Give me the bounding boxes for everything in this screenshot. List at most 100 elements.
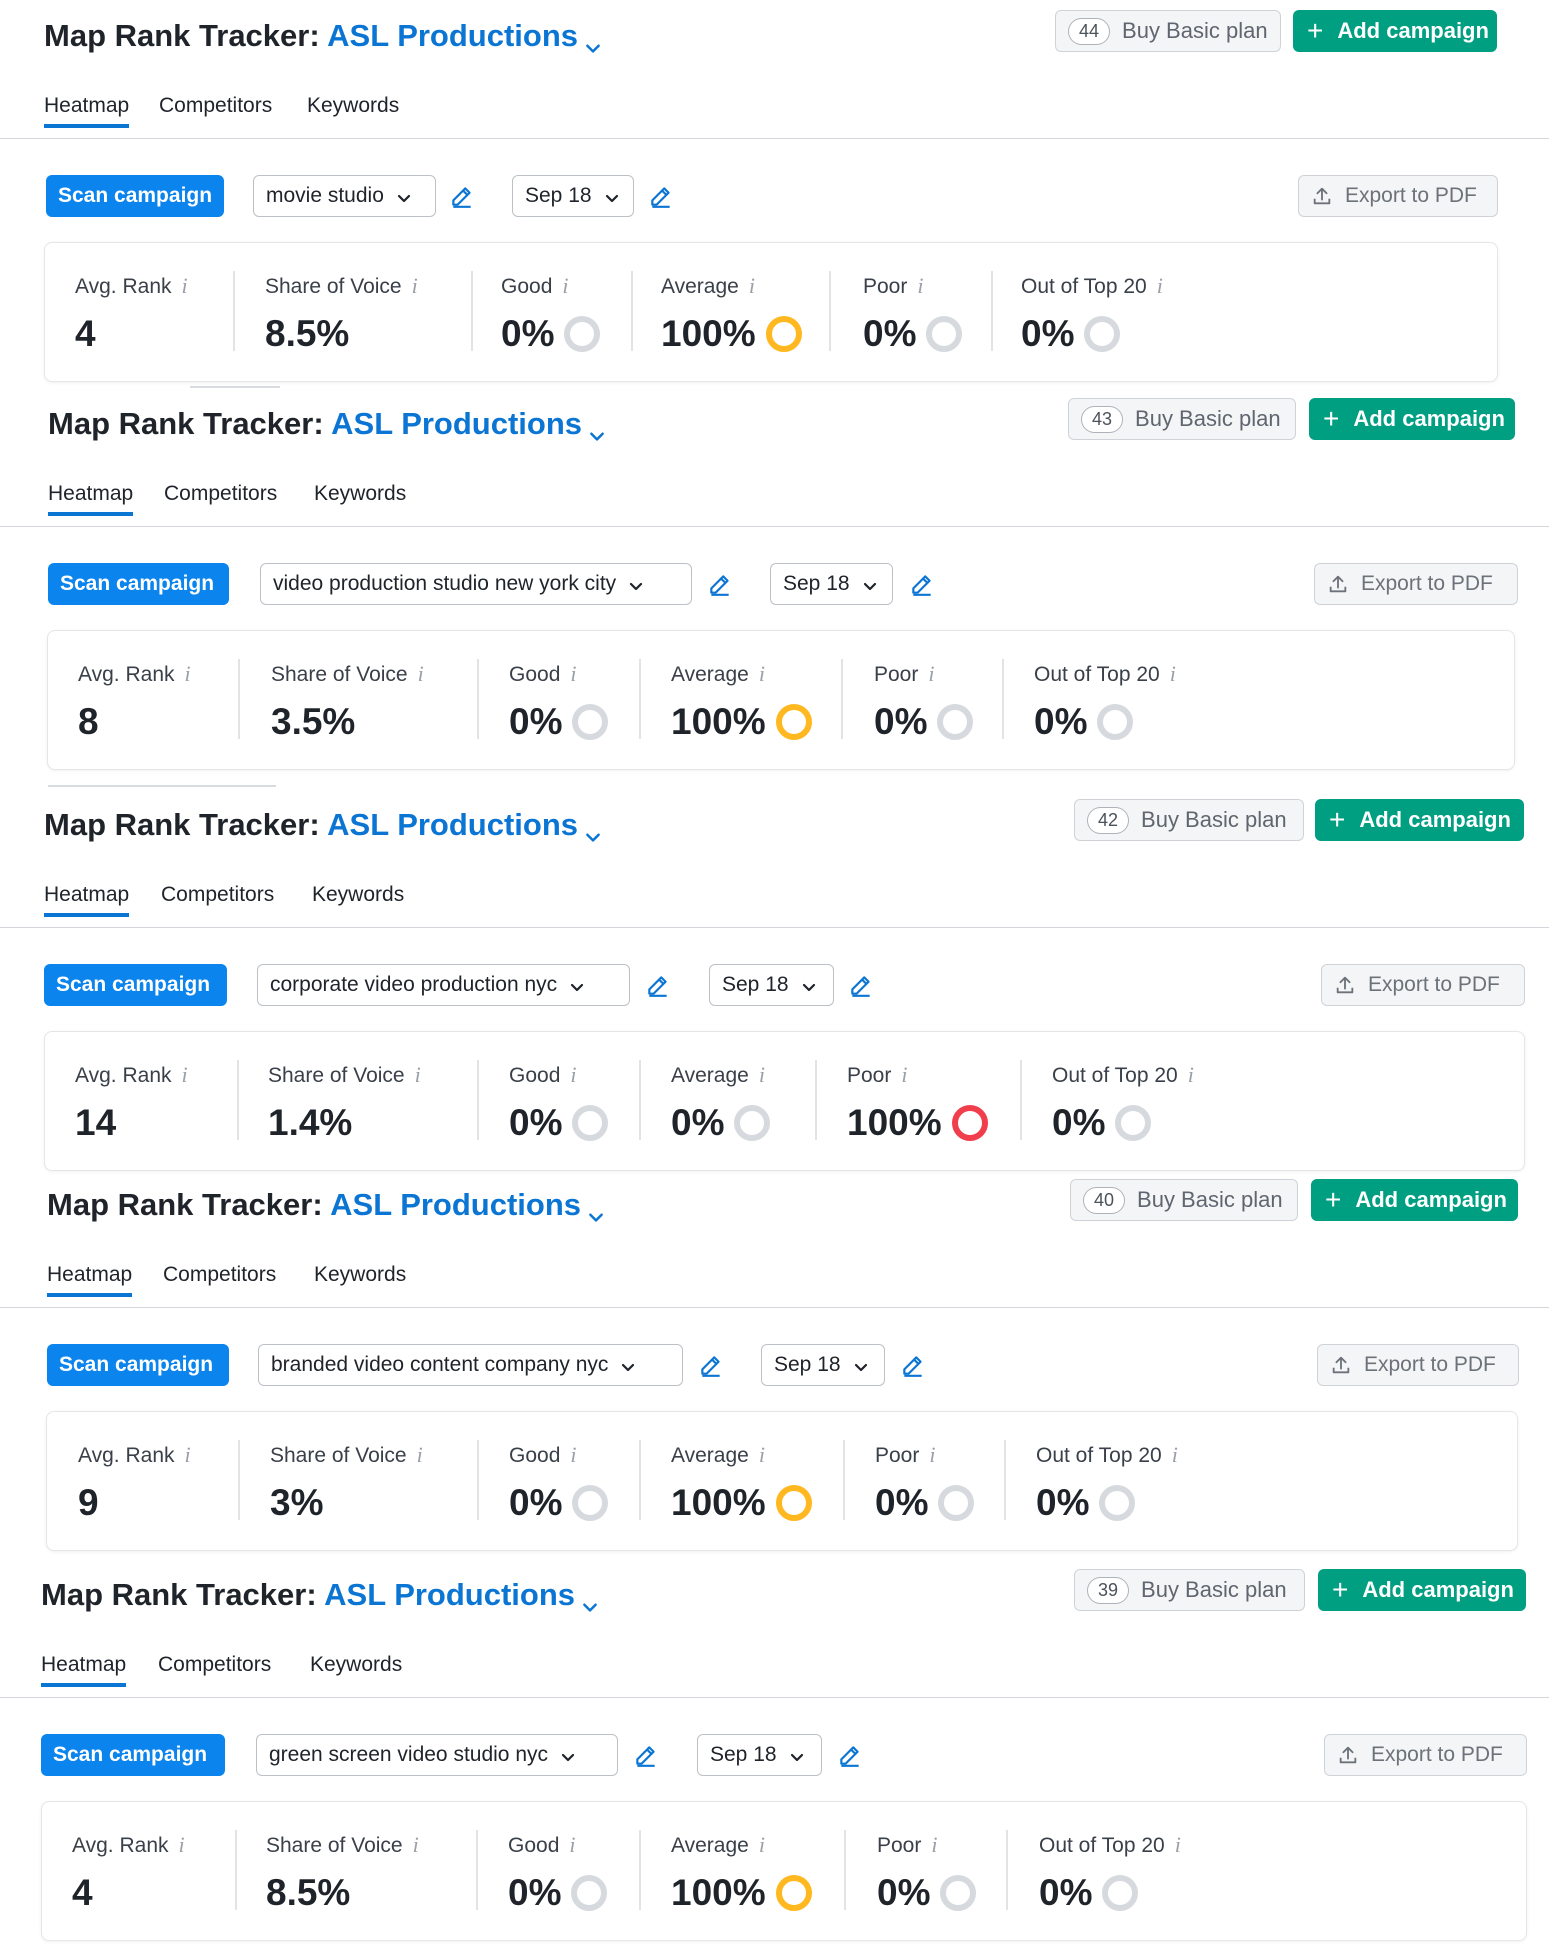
tab-competitors[interactable]: Competitors xyxy=(163,1263,277,1286)
date-select[interactable]: Sep 18 xyxy=(697,1734,822,1776)
info-icon[interactable]: i xyxy=(562,273,569,298)
tab-competitors[interactable]: Competitors xyxy=(158,1653,272,1676)
scan-campaign-button[interactable]: Scan campaign xyxy=(44,964,227,1006)
project-selector[interactable]: ASL Productions xyxy=(327,18,602,53)
scan-campaign-button[interactable]: Scan campaign xyxy=(47,1344,229,1386)
info-icon[interactable]: i xyxy=(928,661,935,686)
upload-icon xyxy=(1327,573,1361,595)
tab-keywords[interactable]: Keywords xyxy=(312,883,405,906)
info-icon[interactable]: i xyxy=(570,1442,577,1467)
keyword-select[interactable]: movie studio xyxy=(253,175,436,217)
metric-divider xyxy=(238,659,240,739)
project-selector[interactable]: ASL Productions xyxy=(324,1577,599,1612)
buy-basic-plan-button[interactable]: 39 Buy Basic plan xyxy=(1074,1569,1305,1611)
status-ring-icon xyxy=(572,1485,609,1521)
info-icon[interactable]: i xyxy=(178,1832,185,1857)
info-icon[interactable]: i xyxy=(1156,273,1163,298)
export-pdf-button[interactable]: Export to PDF xyxy=(1317,1344,1519,1386)
info-icon[interactable]: i xyxy=(758,1832,765,1857)
info-icon[interactable]: i xyxy=(181,273,188,298)
info-icon[interactable]: i xyxy=(758,1062,765,1087)
info-icon[interactable]: i xyxy=(917,273,924,298)
keyword-select[interactable]: branded video content company nyc xyxy=(258,1344,683,1386)
info-icon[interactable]: i xyxy=(929,1442,936,1467)
info-icon[interactable]: i xyxy=(570,1062,577,1087)
chevron-down-icon xyxy=(569,977,585,993)
chevron-down-icon xyxy=(396,188,412,204)
edit-keyword-pencil-icon[interactable] xyxy=(449,183,475,209)
tab-heatmap[interactable]: Heatmap xyxy=(47,1263,133,1297)
keyword-select[interactable]: corporate video production nyc xyxy=(257,964,630,1006)
keyword-select[interactable]: green screen video studio nyc xyxy=(256,1734,618,1776)
info-icon[interactable]: i xyxy=(931,1832,938,1857)
add-campaign-button[interactable]: + Add campaign xyxy=(1315,799,1524,841)
info-icon[interactable]: i xyxy=(1174,1832,1181,1857)
edit-date-pencil-icon[interactable] xyxy=(848,972,874,998)
tab-keywords[interactable]: Keywords xyxy=(314,482,407,505)
export-pdf-button[interactable]: Export to PDF xyxy=(1321,964,1525,1006)
tab-keywords[interactable]: Keywords xyxy=(314,1263,407,1286)
export-pdf-button[interactable]: Export to PDF xyxy=(1324,1734,1527,1776)
info-icon[interactable]: i xyxy=(411,273,418,298)
tab-heatmap[interactable]: Heatmap xyxy=(44,883,130,917)
edit-keyword-pencil-icon[interactable] xyxy=(633,1742,659,1768)
info-icon[interactable]: i xyxy=(758,1442,765,1467)
info-icon[interactable]: i xyxy=(1171,1442,1178,1467)
info-icon[interactable]: i xyxy=(901,1062,908,1087)
edit-keyword-pencil-icon[interactable] xyxy=(698,1352,724,1378)
info-icon[interactable]: i xyxy=(569,1832,576,1857)
edit-date-pencil-icon[interactable] xyxy=(648,183,674,209)
project-selector[interactable]: ASL Productions xyxy=(331,406,606,441)
export-pdf-button[interactable]: Export to PDF xyxy=(1298,175,1498,217)
add-campaign-button[interactable]: + Add campaign xyxy=(1309,398,1515,440)
info-icon[interactable]: i xyxy=(184,1442,191,1467)
add-campaign-button[interactable]: + Add campaign xyxy=(1293,10,1497,52)
info-icon[interactable]: i xyxy=(758,661,765,686)
date-select[interactable]: Sep 18 xyxy=(770,563,893,605)
export-pdf-button[interactable]: Export to PDF xyxy=(1314,563,1518,605)
info-icon[interactable]: i xyxy=(181,1062,188,1087)
date-select[interactable]: Sep 18 xyxy=(709,964,834,1006)
edit-date-pencil-icon[interactable] xyxy=(837,1742,863,1768)
metric-share-of-voice: Share of Voice i 8.5% xyxy=(266,1832,419,1914)
metric-value: 100% xyxy=(671,701,766,742)
tab-competitors[interactable]: Competitors xyxy=(164,482,278,505)
tab-keywords[interactable]: Keywords xyxy=(310,1653,403,1676)
info-icon[interactable]: i xyxy=(184,661,191,686)
tab-keywords[interactable]: Keywords xyxy=(307,94,400,117)
edit-keyword-pencil-icon[interactable] xyxy=(707,571,733,597)
info-icon[interactable]: i xyxy=(416,1442,423,1467)
keyword-select[interactable]: video production studio new york city xyxy=(260,563,692,605)
scan-campaign-button[interactable]: Scan campaign xyxy=(48,563,229,605)
tab-competitors[interactable]: Competitors xyxy=(161,883,275,906)
info-icon[interactable]: i xyxy=(1187,1062,1194,1087)
buy-basic-plan-button[interactable]: 40 Buy Basic plan xyxy=(1070,1179,1298,1221)
scan-campaign-button[interactable]: Scan campaign xyxy=(41,1734,225,1776)
tab-heatmap[interactable]: Heatmap xyxy=(41,1653,127,1687)
tab-heatmap[interactable]: Heatmap xyxy=(44,94,130,128)
buy-basic-plan-button[interactable]: 42 Buy Basic plan xyxy=(1074,799,1304,841)
info-icon[interactable]: i xyxy=(414,1062,421,1087)
project-selector[interactable]: ASL Productions xyxy=(330,1187,605,1222)
add-campaign-button[interactable]: + Add campaign xyxy=(1311,1179,1518,1221)
metric-label: Avg. Rank xyxy=(75,1064,172,1087)
info-icon[interactable]: i xyxy=(417,661,424,686)
info-icon[interactable]: i xyxy=(1169,661,1176,686)
tab-competitors[interactable]: Competitors xyxy=(159,94,273,117)
info-icon[interactable]: i xyxy=(412,1832,419,1857)
project-selector[interactable]: ASL Productions xyxy=(327,807,602,842)
date-select[interactable]: Sep 18 xyxy=(761,1344,885,1386)
add-campaign-button[interactable]: + Add campaign xyxy=(1318,1569,1526,1611)
edit-date-pencil-icon[interactable] xyxy=(909,571,935,597)
scan-campaign-button[interactable]: Scan campaign xyxy=(46,175,224,217)
info-icon[interactable]: i xyxy=(570,661,577,686)
edit-date-pencil-icon[interactable] xyxy=(900,1352,926,1378)
buy-basic-plan-button[interactable]: 43 Buy Basic plan xyxy=(1068,398,1296,440)
buy-basic-plan-button[interactable]: 44 Buy Basic plan xyxy=(1055,10,1281,52)
date-select[interactable]: Sep 18 xyxy=(512,175,634,217)
metric-value-row: 0% xyxy=(863,313,963,355)
edit-keyword-pencil-icon[interactable] xyxy=(645,972,671,998)
tab-heatmap[interactable]: Heatmap xyxy=(48,482,134,516)
info-icon[interactable]: i xyxy=(748,273,755,298)
metric-label-row: Average i xyxy=(671,1442,812,1468)
